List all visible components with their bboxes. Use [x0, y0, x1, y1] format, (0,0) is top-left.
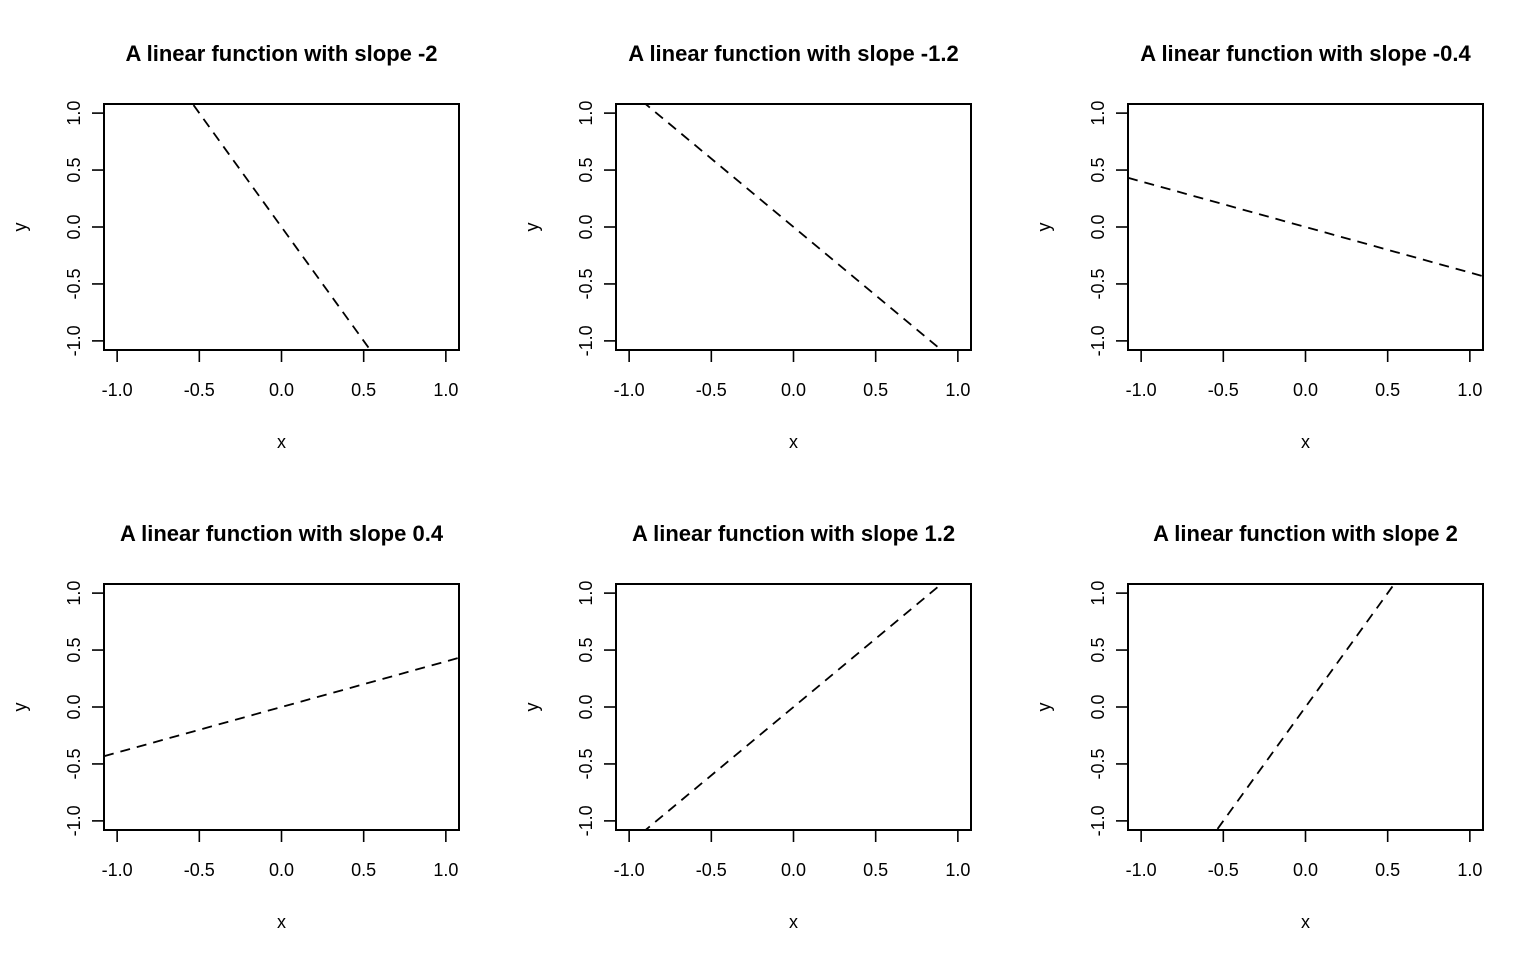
x-axis-label: x — [277, 912, 286, 932]
x-tick-label: -1.0 — [1126, 380, 1157, 400]
y-tick-label: 0.5 — [64, 638, 84, 663]
x-axis-label: x — [1301, 912, 1310, 932]
y-tick-label: 1.0 — [64, 581, 84, 606]
plot-frame — [103, 583, 460, 831]
x-axis-label: x — [789, 912, 798, 932]
function-line — [644, 104, 943, 350]
y-tick-label: -0.5 — [1088, 748, 1108, 779]
y-tick-label: -1.0 — [64, 325, 84, 356]
x-tick-label: -0.5 — [184, 860, 215, 880]
x-tick-label: 0.0 — [781, 860, 806, 880]
y-tick-label: 0.0 — [576, 214, 596, 239]
chart-title: A linear function with slope -2 — [125, 41, 437, 66]
y-tick-label: -1.0 — [64, 805, 84, 836]
y-tick-label: 1.0 — [576, 101, 596, 126]
x-tick-label: -0.5 — [696, 860, 727, 880]
y-tick-label: -1.0 — [1088, 805, 1108, 836]
chart-title: A linear function with slope 0.4 — [120, 521, 444, 546]
function-line — [644, 584, 943, 830]
chart-title: A linear function with slope 2 — [1153, 521, 1458, 546]
x-axis-label: x — [277, 432, 286, 452]
y-tick-label: 0.0 — [576, 694, 596, 719]
chart-panel-1: A linear function with slope -2 -1.0 -0.5 0… — [10, 41, 460, 452]
x-tick-label: -1.0 — [102, 860, 133, 880]
y-tick-label: 0.5 — [1088, 638, 1108, 663]
y-axis-label: y — [1034, 703, 1054, 712]
x-axis-label: x — [789, 432, 798, 452]
x-tick-label: 1.0 — [945, 380, 970, 400]
plot-frame — [103, 103, 460, 351]
x-tick-label: -0.5 — [1208, 860, 1239, 880]
x-tick-label: 0.0 — [269, 380, 294, 400]
x-tick-label: 0.0 — [1293, 380, 1318, 400]
x-tick-label: 1.0 — [1457, 860, 1482, 880]
y-tick-label: 1.0 — [576, 581, 596, 606]
chart-title: A linear function with slope -0.4 — [1140, 41, 1471, 66]
x-tick-label: -1.0 — [614, 860, 645, 880]
x-tick-label: 0.5 — [1375, 380, 1400, 400]
y-tick-label: 0.5 — [576, 638, 596, 663]
y-axis-label: y — [10, 223, 30, 232]
x-tick-label: 0.5 — [351, 380, 376, 400]
y-tick-label: 0.0 — [1088, 214, 1108, 239]
y-axis-label: y — [522, 223, 542, 232]
x-tick-label: -0.5 — [696, 380, 727, 400]
chart-panel-3: A linear function with slope -0.4 -1.0 -0.… — [1034, 41, 1484, 452]
y-tick-label: 0.5 — [1088, 158, 1108, 183]
y-axis-label: y — [1034, 223, 1054, 232]
x-tick-label: -0.5 — [1208, 380, 1239, 400]
x-tick-label: 1.0 — [945, 860, 970, 880]
y-tick-label: -1.0 — [1088, 325, 1108, 356]
y-tick-label: 0.5 — [64, 158, 84, 183]
y-tick-label: 1.0 — [64, 101, 84, 126]
y-tick-label: -0.5 — [1088, 268, 1108, 299]
y-axis-label: y — [10, 703, 30, 712]
x-tick-label: -1.0 — [102, 380, 133, 400]
function-line — [1128, 176, 1483, 278]
x-axis-label: x — [1301, 432, 1310, 452]
x-tick-label: 0.0 — [781, 380, 806, 400]
x-tick-label: 1.0 — [433, 380, 458, 400]
chart-panel-5: A linear function with slope 1.2 -1.0 -0.5… — [522, 521, 972, 932]
x-tick-label: 1.0 — [433, 860, 458, 880]
y-tick-label: -1.0 — [576, 805, 596, 836]
y-tick-label: -0.5 — [576, 268, 596, 299]
y-tick-label: -0.5 — [64, 268, 84, 299]
chart-panel-2: A linear function with slope -1.2 -1.0 -0.… — [522, 41, 972, 452]
function-line — [104, 656, 459, 758]
function-line — [191, 104, 372, 350]
y-tick-label: 0.5 — [576, 158, 596, 183]
x-tick-label: -1.0 — [1126, 860, 1157, 880]
x-tick-label: 0.5 — [863, 860, 888, 880]
chart-panel-4: A linear function with slope 0.4 -1.0 -0.5… — [10, 521, 460, 932]
y-tick-label: -1.0 — [576, 325, 596, 356]
x-tick-label: 1.0 — [1457, 380, 1482, 400]
x-tick-label: 0.5 — [351, 860, 376, 880]
x-tick-label: -1.0 — [614, 380, 645, 400]
x-tick-label: 0.5 — [1375, 860, 1400, 880]
y-tick-label: 0.0 — [1088, 694, 1108, 719]
y-axis-label: y — [522, 703, 542, 712]
chart-panel-6: A linear function with slope 2 -1.0 -0.5 0.… — [1034, 521, 1484, 932]
y-tick-label: -0.5 — [64, 748, 84, 779]
x-tick-label: 0.0 — [1293, 860, 1318, 880]
x-tick-label: 0.0 — [269, 860, 294, 880]
chart-title: A linear function with slope 1.2 — [632, 521, 955, 546]
y-tick-label: -0.5 — [576, 748, 596, 779]
y-tick-label: 0.0 — [64, 214, 84, 239]
y-tick-label: 1.0 — [1088, 101, 1108, 126]
plot-frame — [1127, 583, 1484, 831]
x-tick-label: -0.5 — [184, 380, 215, 400]
plot-frame — [1127, 103, 1484, 351]
y-tick-label: 1.0 — [1088, 581, 1108, 606]
x-tick-label: 0.5 — [863, 380, 888, 400]
y-tick-label: 0.0 — [64, 694, 84, 719]
chart-title: A linear function with slope -1.2 — [628, 41, 958, 66]
